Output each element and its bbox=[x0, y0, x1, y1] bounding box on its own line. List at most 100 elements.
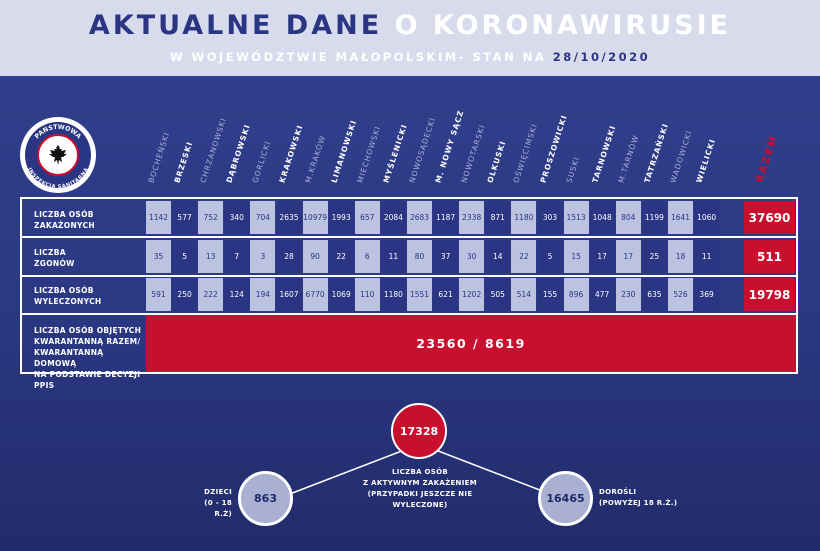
table-cell: 3 bbox=[250, 240, 276, 273]
row-label-line: LICZBA OSÓB bbox=[34, 286, 94, 295]
children-circle: 863 bbox=[238, 471, 293, 526]
table-cell: 7 bbox=[224, 240, 250, 273]
table-cell: 505 bbox=[485, 278, 511, 311]
table-cell: 752 bbox=[198, 201, 224, 234]
page-subtitle: W WOJEWÓDZTWIE MAŁOPOLSKIM- STAN NA 28/1… bbox=[0, 50, 820, 64]
table-cell: 25 bbox=[641, 240, 667, 273]
table-cell: 1142 bbox=[146, 201, 171, 234]
table-cell: 1180 bbox=[511, 201, 537, 234]
table-cell: 2084 bbox=[380, 201, 406, 234]
active-cases-value: 17328 bbox=[399, 424, 439, 438]
caption-line: (PRZYPADKI JESZCZE NIE bbox=[367, 490, 473, 498]
table-cell: 591 bbox=[146, 278, 171, 311]
table-cell: 5 bbox=[537, 240, 563, 273]
row-label-quarantine: LICZBA OSÓB OBJĘTYCH KWARANTANNĄ RAZEM/ … bbox=[22, 325, 144, 391]
table-cell: 1551 bbox=[407, 278, 432, 311]
row-label-line: WYLECZONYCH bbox=[34, 297, 102, 306]
table-cell: 37 bbox=[433, 240, 459, 273]
row-label-line: LICZBA OSÓB OBJĘTYCH bbox=[34, 326, 142, 335]
table-cell: 1069 bbox=[328, 278, 354, 311]
header-banner bbox=[0, 0, 820, 76]
children-value: 863 bbox=[254, 492, 277, 505]
stats-table bbox=[20, 197, 798, 374]
table-cell: 194 bbox=[250, 278, 276, 311]
table-cell: 6 bbox=[354, 240, 380, 273]
table-cell: 635 bbox=[641, 278, 667, 311]
row-label-line: LICZBA bbox=[34, 248, 66, 257]
table-cell: 10979 bbox=[302, 201, 328, 234]
table-cell: 1199 bbox=[641, 201, 667, 234]
table-cell: 230 bbox=[615, 278, 641, 311]
table-cell: 577 bbox=[172, 201, 198, 234]
table-total-cell: 19798 bbox=[744, 278, 795, 311]
table-cell: 13 bbox=[198, 240, 224, 273]
table-cell: 18 bbox=[668, 240, 693, 273]
children-caption: DZIECI (0 - 18 R.Ż) bbox=[186, 487, 232, 520]
table-cell: 2338 bbox=[459, 201, 485, 234]
table-cell: 657 bbox=[354, 201, 380, 234]
sanitary-inspection-logo: PAŃSTWOWA INSPEKCJA SANITARNA bbox=[20, 117, 96, 193]
caption-line: DOROŚLI bbox=[599, 488, 637, 496]
eagle-icon bbox=[49, 145, 67, 165]
adults-circle: 16465 bbox=[538, 471, 593, 526]
table-cell: 2635 bbox=[276, 201, 302, 234]
connector-line-left bbox=[281, 443, 421, 498]
caption-line: LICZBA OSÓB bbox=[391, 468, 449, 476]
row-label-line: NA PODSTAWIE DECYZJI PPIS bbox=[34, 370, 141, 390]
table-cell: 11 bbox=[380, 240, 406, 273]
table-cell: 2683 bbox=[407, 201, 432, 234]
table-cell: 28 bbox=[276, 240, 302, 273]
title-part-2: O KORONAWIRUSIE bbox=[394, 10, 732, 41]
table-cell: 477 bbox=[589, 278, 615, 311]
title-part-1: AKTUALNE DANE bbox=[88, 10, 383, 41]
table-cell: 526 bbox=[668, 278, 693, 311]
row-divider bbox=[22, 236, 796, 238]
table-cell: 704 bbox=[250, 201, 276, 234]
table-cell: 1048 bbox=[589, 201, 615, 234]
table-cell: 250 bbox=[172, 278, 198, 311]
row-label-line: KWARANTANNĄ DOMOWĄ bbox=[34, 348, 104, 368]
caption-line: (POWYŻEJ 18 R.Ż.) bbox=[599, 499, 678, 507]
table-cell: 17 bbox=[615, 240, 641, 273]
table-cell: 14 bbox=[485, 240, 511, 273]
table-cell: 5 bbox=[172, 240, 198, 273]
connector-line-right bbox=[419, 443, 559, 498]
row-label-line: KWARANTANNĄ RAZEM/ bbox=[34, 337, 141, 346]
adults-caption: DOROŚLI (POWYŻEJ 18 R.Ż.) bbox=[599, 487, 689, 509]
table-cell: 22 bbox=[511, 240, 537, 273]
table-cell: 1607 bbox=[276, 278, 302, 311]
table-cell: 303 bbox=[537, 201, 563, 234]
caption-line: WYLECZONE) bbox=[392, 501, 448, 509]
table-cell: 11 bbox=[694, 240, 720, 273]
table-cell: 804 bbox=[615, 201, 641, 234]
table-cell: 514 bbox=[511, 278, 537, 311]
table-cell: 110 bbox=[354, 278, 380, 311]
table-cell: 6770 bbox=[302, 278, 328, 311]
row-divider bbox=[22, 313, 796, 315]
caption-line: DZIECI bbox=[204, 488, 232, 496]
table-cell: 1993 bbox=[328, 201, 354, 234]
table-cell: 15 bbox=[563, 240, 589, 273]
row-divider bbox=[22, 275, 796, 277]
adults-value: 16465 bbox=[546, 492, 585, 505]
row-label-deaths: LICZBA ZGONÓW bbox=[22, 247, 144, 269]
row-label-line: ZGONÓW bbox=[34, 259, 75, 268]
table-cell: 1060 bbox=[694, 201, 720, 234]
table-cell: 1202 bbox=[459, 278, 485, 311]
table-cell: 155 bbox=[537, 278, 563, 311]
caption-line: (0 - 18 R.Ż) bbox=[204, 499, 232, 518]
quarantine-value: 23560 / 8619 bbox=[146, 315, 796, 372]
row-label-recovered: LICZBA OSÓB WYLECZONYCH bbox=[22, 285, 144, 307]
active-cases-caption: LICZBA OSÓB Z AKTYWNYM ZAKAŻENIEM (PRZYP… bbox=[340, 467, 500, 511]
table-cell: 22 bbox=[328, 240, 354, 273]
table-cell: 896 bbox=[563, 278, 589, 311]
table-total-cell: 511 bbox=[744, 240, 795, 273]
active-cases-circle: 17328 bbox=[391, 403, 447, 459]
table-cell: 80 bbox=[407, 240, 432, 273]
subtitle-date: 28/10/2020 bbox=[552, 50, 651, 64]
table-cell: 30 bbox=[459, 240, 485, 273]
table-cell: 222 bbox=[198, 278, 224, 311]
table-cell: 17 bbox=[589, 240, 615, 273]
table-cell: 1187 bbox=[433, 201, 459, 234]
